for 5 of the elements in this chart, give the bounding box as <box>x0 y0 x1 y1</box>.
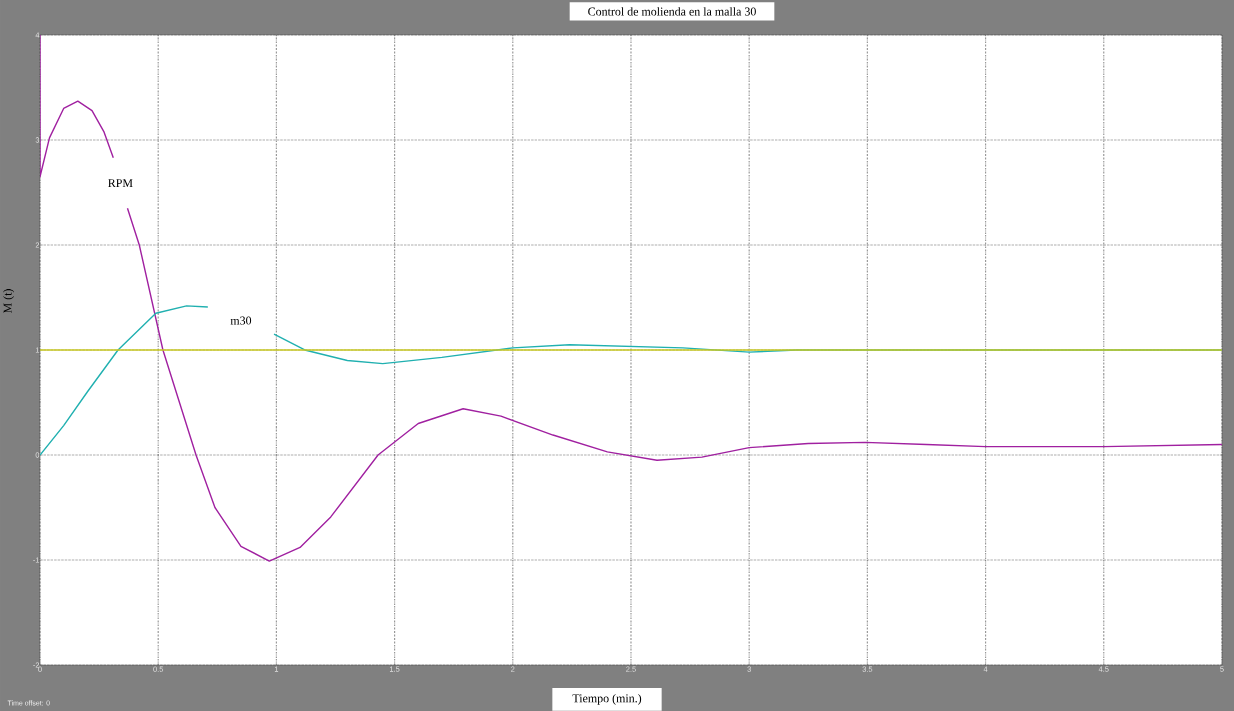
text: m30 <box>230 316 252 325</box>
series-label: RPM <box>108 179 133 187</box>
y-axis-title: M (t) <box>3 289 15 314</box>
x-axis-title: Tiempo (min.) <box>572 693 642 705</box>
chart-title: Control de molienda en la malla 30 <box>588 7 756 16</box>
